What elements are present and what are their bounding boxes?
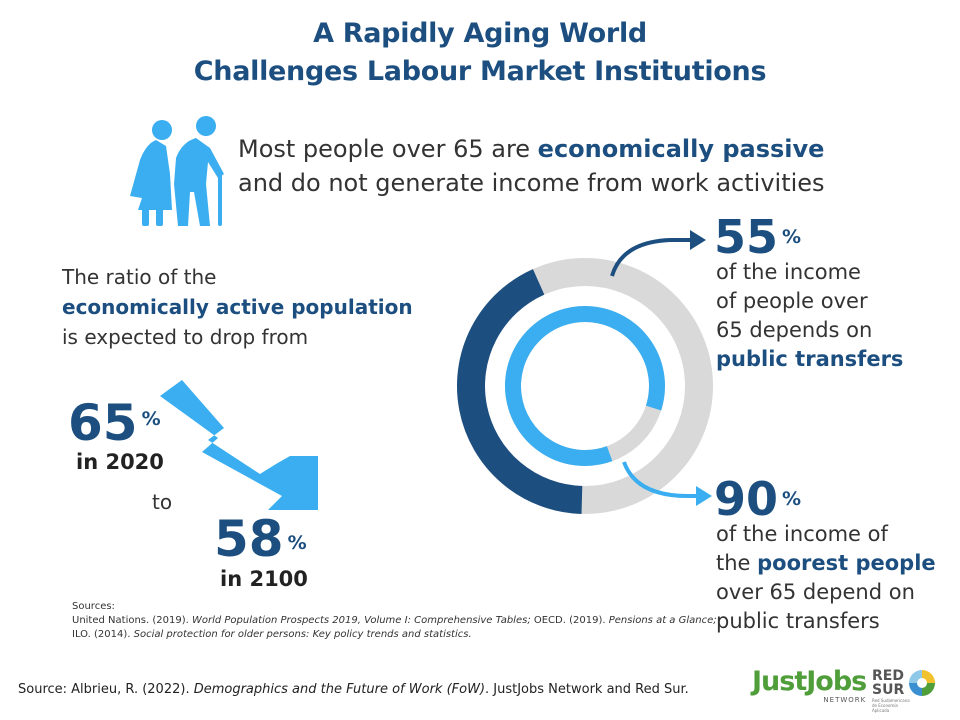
title-line-1: A Rapidly Aging World: [313, 18, 647, 49]
ratio-line-1: The ratio of the: [62, 265, 217, 289]
stat-poorest-line-4: public transfers: [716, 609, 880, 633]
stat-public-value: 55: [714, 210, 779, 264]
sources-line-1-a: United Nations. (2019).: [72, 615, 192, 626]
stat-poorest-line-2-bold: poorest people: [757, 551, 936, 575]
stat-poorest-value: 90: [714, 472, 779, 526]
stat-public-bold: public transfers: [716, 347, 904, 371]
footer-pre: Source: Albrieu, R. (2022).: [18, 682, 194, 697]
redsur-logo-line-2: SUR: [872, 682, 905, 698]
ratio-line-3: is expected to drop from: [62, 325, 309, 349]
stat-2100-label: in 2100: [220, 567, 308, 591]
intro-text-part1: Most people over 65 are: [238, 135, 538, 163]
stat-2100-value: 58: [214, 510, 284, 568]
stat-poorest: 90%: [714, 474, 801, 524]
justjobs-logo-sub: NETWORK: [823, 696, 867, 704]
sources-line-1-b: OECD. (2019).: [530, 615, 609, 626]
redsur-logo: RED SUR Red Sudamericana de Economía Apl…: [872, 668, 937, 713]
justjobs-logo-text: JustJobs: [752, 666, 867, 697]
sources-line-1-italic-1: World Population Prospects 2019, Volume …: [191, 615, 531, 626]
stat-public-line-1: of the income: [716, 260, 861, 284]
outer-ring-arc-public-transfers: [457, 269, 583, 514]
sources: Sources: United Nations. (2019). World P…: [72, 600, 717, 642]
stat-public-text: of the income of people over 65 depends …: [716, 258, 903, 374]
stat-poorest-unit: %: [782, 488, 802, 510]
stat-2100-unit: %: [287, 532, 307, 554]
sources-line-2: ILO. (2014). Social protection for older…: [72, 628, 717, 642]
intro-text-bold: economically passive: [537, 135, 825, 163]
stat-public-line-3: 65 depends on: [716, 318, 873, 342]
elderly-couple-icon: [130, 116, 224, 226]
redsur-logo-sub: Red Sudamericana de Economía Aplicada: [872, 698, 910, 713]
stat-poorest-text: of the income of the poorest people over…: [716, 520, 936, 636]
redsur-emblem-icon: [909, 670, 936, 696]
stat-public-unit: %: [782, 226, 802, 248]
stat-public-line-2: of people over: [716, 289, 868, 313]
intro-text: Most people over 65 are economically pas…: [238, 132, 825, 200]
stat-2020: 65%: [68, 398, 161, 448]
sources-line-1-italic-2: Pensions at a Glance;: [608, 615, 717, 626]
stat-public: 55%: [714, 212, 801, 262]
sources-line-1: United Nations. (2019). World Population…: [72, 614, 717, 628]
stat-2100: 58%: [214, 514, 307, 564]
justjobs-logo: JustJobs NETWORK: [752, 666, 867, 705]
stat-2020-label: in 2020: [76, 450, 164, 474]
connector-text: to: [152, 490, 173, 514]
downward-trend-arrow-icon: [160, 380, 318, 510]
ratio-line-2: economically active population: [62, 295, 413, 319]
stat-poorest-line-1: of the income of: [716, 522, 888, 546]
sources-line-2-a: ILO. (2014).: [72, 629, 134, 640]
ratio-text: The ratio of the economically active pop…: [62, 262, 413, 352]
stat-2020-unit: %: [141, 408, 161, 430]
inner-ring-arc-poorest: [505, 306, 665, 466]
sources-line-2-italic: Social protection for older persons: Key…: [133, 629, 472, 640]
footer-italic: Demographics and the Future of Work (FoW…: [193, 682, 486, 697]
footer-source: Source: Albrieu, R. (2022). Demographics…: [18, 682, 689, 697]
intro-text-line2: and do not generate income from work act…: [238, 169, 825, 197]
stat-poorest-line-3: over 65 depend on: [716, 580, 915, 604]
donut-chart: [457, 258, 713, 514]
footer-post: . JustJobs Network and Red Sur.: [485, 682, 689, 697]
redsur-logo-line-1: RED: [872, 668, 904, 684]
title-line-2: Challenges Labour Market Institutions: [193, 56, 767, 87]
stat-2020-value: 65: [68, 394, 138, 452]
sources-heading: Sources:: [72, 601, 115, 612]
stat-poorest-line-2-pre: the: [716, 551, 758, 575]
curved-arrow-icon: [610, 230, 706, 277]
curved-arrow-icon-lower: [622, 461, 712, 506]
